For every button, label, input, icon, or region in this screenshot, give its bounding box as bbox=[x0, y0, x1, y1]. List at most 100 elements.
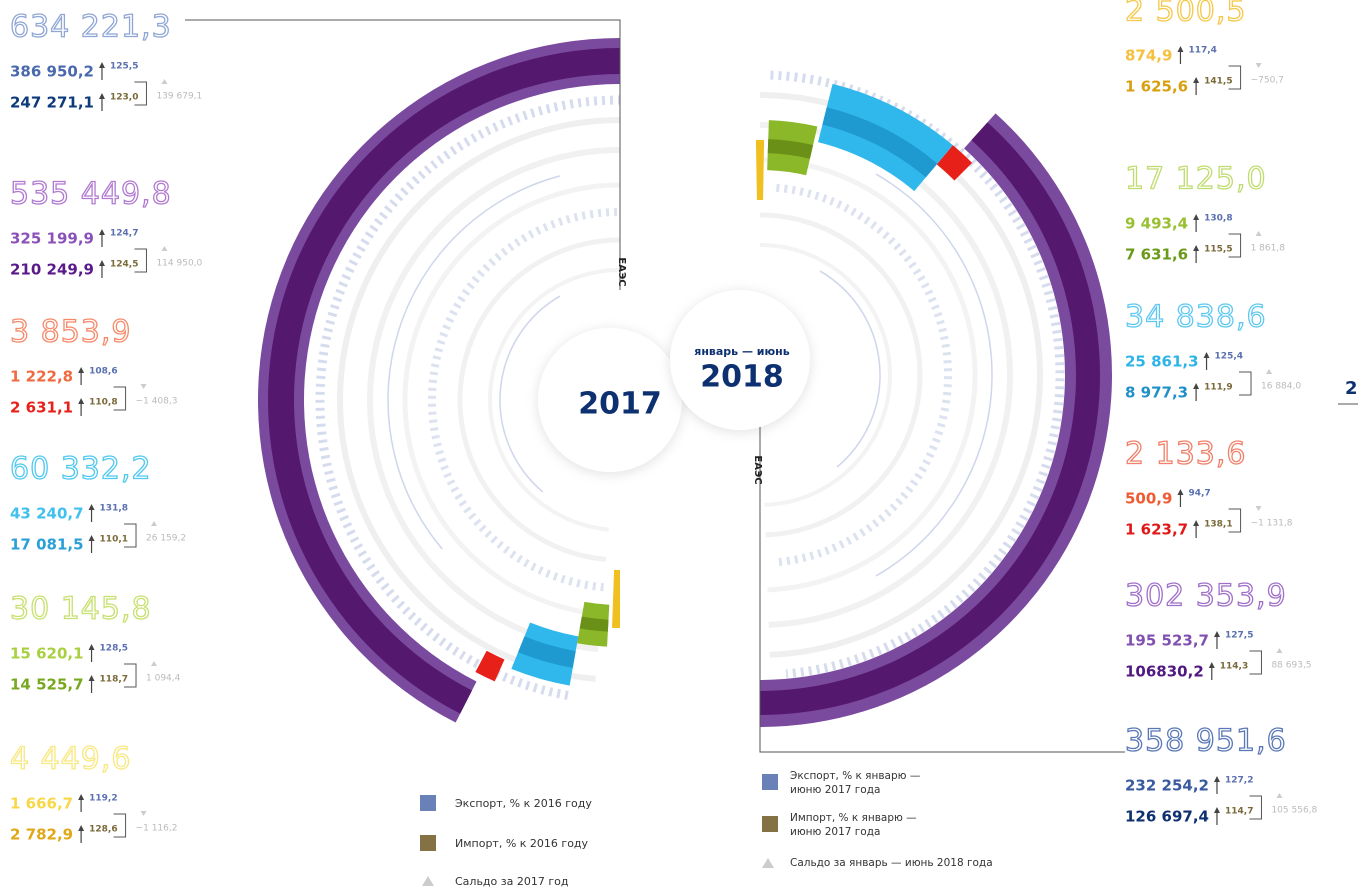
export-pct: 124,7 bbox=[110, 229, 138, 239]
import-value: 126 697,4 bbox=[1125, 808, 1209, 826]
export-value: 25 861,3 bbox=[1125, 353, 1199, 371]
saldo-value: 88 693,5 bbox=[1271, 661, 1311, 671]
bracket bbox=[1228, 508, 1242, 533]
total-value: 3 853,9 bbox=[10, 315, 132, 350]
legend-label: Экспорт, % к 2016 году bbox=[455, 797, 592, 810]
saldo-value: −1 408,3 bbox=[136, 397, 178, 407]
saldo-triangle bbox=[161, 246, 168, 251]
arrow-head bbox=[98, 62, 105, 68]
saldo-value: −1 116,2 bbox=[136, 824, 178, 834]
saldo-triangle bbox=[1255, 506, 1262, 511]
import-value: 17 081,5 bbox=[10, 536, 84, 554]
arrow-head bbox=[78, 825, 85, 831]
bracket bbox=[1239, 371, 1252, 396]
year-label: 2017 bbox=[578, 387, 662, 422]
legend-label: Импорт, % к 2016 году bbox=[455, 837, 589, 850]
export-pct: 131,8 bbox=[100, 504, 128, 514]
legend-triangle bbox=[422, 876, 434, 886]
import-pct: 138,1 bbox=[1204, 520, 1232, 530]
saldo-value: 16 884,0 bbox=[1261, 382, 1301, 392]
ring bbox=[759, 243, 892, 507]
arrow-head bbox=[1177, 489, 1184, 495]
arc-segment bbox=[755, 140, 765, 201]
total-value: 60 332,2 bbox=[10, 452, 152, 487]
saldo-triangle bbox=[151, 661, 158, 666]
import-pct: 123,0 bbox=[110, 93, 138, 103]
arrow-head bbox=[88, 644, 95, 650]
import-value: 14 525,7 bbox=[10, 676, 84, 694]
export-pct: 108,6 bbox=[89, 367, 117, 377]
legend-label: июню 2017 года bbox=[790, 826, 880, 838]
import-value: 2 631,1 bbox=[10, 399, 73, 417]
export-pct: 125,5 bbox=[110, 62, 138, 72]
arrow-head bbox=[98, 93, 105, 99]
saldo-triangle bbox=[140, 811, 147, 816]
saldo-triangle bbox=[1276, 648, 1283, 653]
ring bbox=[457, 237, 621, 562]
import-pct: 128,6 bbox=[89, 825, 117, 835]
import-pct: 115,5 bbox=[1204, 245, 1232, 255]
export-value: 15 620,1 bbox=[10, 645, 84, 663]
import-value: 1 625,6 bbox=[1125, 78, 1188, 96]
export-value: 195 523,7 bbox=[1125, 632, 1209, 650]
eaeu-label: ЕАЭС bbox=[616, 257, 627, 286]
arc-segment bbox=[936, 145, 973, 181]
center-circle bbox=[670, 290, 810, 430]
bracket bbox=[1249, 650, 1262, 675]
import-value: 2 782,9 bbox=[10, 826, 73, 844]
arrow-head bbox=[1213, 776, 1220, 782]
saldo-triangle bbox=[140, 384, 147, 389]
total-value: 535 449,8 bbox=[10, 177, 172, 212]
import-value: 106830,2 bbox=[1125, 663, 1204, 681]
ring bbox=[336, 117, 621, 682]
total-value: 634 221,3 bbox=[10, 10, 172, 45]
total-value: 2 133,6 bbox=[1125, 437, 1247, 472]
arc-segment bbox=[518, 636, 576, 668]
export-pct: 119,2 bbox=[89, 794, 117, 804]
saldo-value: −1 131,8 bbox=[1251, 519, 1293, 529]
cut-label: 2 bbox=[1345, 378, 1358, 399]
bracket bbox=[1228, 65, 1242, 90]
export-value: 232 254,2 bbox=[1125, 777, 1209, 795]
legend-label: Экспорт, % к январю — bbox=[790, 770, 920, 782]
arrow-head bbox=[78, 794, 85, 800]
ring bbox=[428, 208, 621, 592]
total-value: 30 145,8 bbox=[10, 592, 152, 627]
saldo-value: −750,7 bbox=[1251, 76, 1284, 86]
ring bbox=[759, 157, 978, 593]
saldo-value: 105 556,8 bbox=[1271, 806, 1317, 816]
export-pct: 130,8 bbox=[1204, 214, 1232, 224]
export-pct: 125,4 bbox=[1215, 352, 1243, 362]
arrow-head bbox=[1213, 631, 1220, 637]
arrow-head bbox=[1203, 352, 1210, 358]
ring bbox=[367, 147, 621, 653]
ring bbox=[387, 175, 561, 550]
arrow-head bbox=[88, 504, 95, 510]
legend-label: Сальдо за 2017 год bbox=[455, 875, 569, 888]
export-pct: 128,5 bbox=[100, 644, 128, 654]
eaeu-label: ЕАЭС bbox=[752, 455, 763, 484]
export-value: 1 222,8 bbox=[10, 368, 73, 386]
export-pct: 127,5 bbox=[1225, 631, 1253, 641]
import-pct: 110,1 bbox=[100, 535, 128, 545]
arrow-head bbox=[1193, 383, 1200, 389]
legend-label: Импорт, % к январю — bbox=[790, 812, 917, 824]
arrow-head bbox=[88, 675, 95, 681]
ring bbox=[488, 268, 621, 532]
connector-line bbox=[185, 19, 621, 290]
total-value: 2 500,5 bbox=[1125, 0, 1247, 29]
total-value: 358 951,6 bbox=[1125, 724, 1287, 759]
export-value: 874,9 bbox=[1125, 47, 1172, 65]
saldo-value: 1 861,8 bbox=[1251, 244, 1286, 254]
ring bbox=[819, 270, 881, 468]
arrow-head bbox=[78, 367, 85, 373]
arc-segment bbox=[612, 569, 620, 628]
bracket bbox=[134, 81, 147, 106]
legend-swatch bbox=[762, 774, 778, 790]
import-value: 247 271,1 bbox=[10, 94, 94, 112]
arrow-head bbox=[88, 535, 95, 541]
export-value: 43 240,7 bbox=[10, 505, 84, 523]
import-pct: 111,9 bbox=[1204, 383, 1232, 393]
legend-swatch bbox=[420, 835, 436, 851]
